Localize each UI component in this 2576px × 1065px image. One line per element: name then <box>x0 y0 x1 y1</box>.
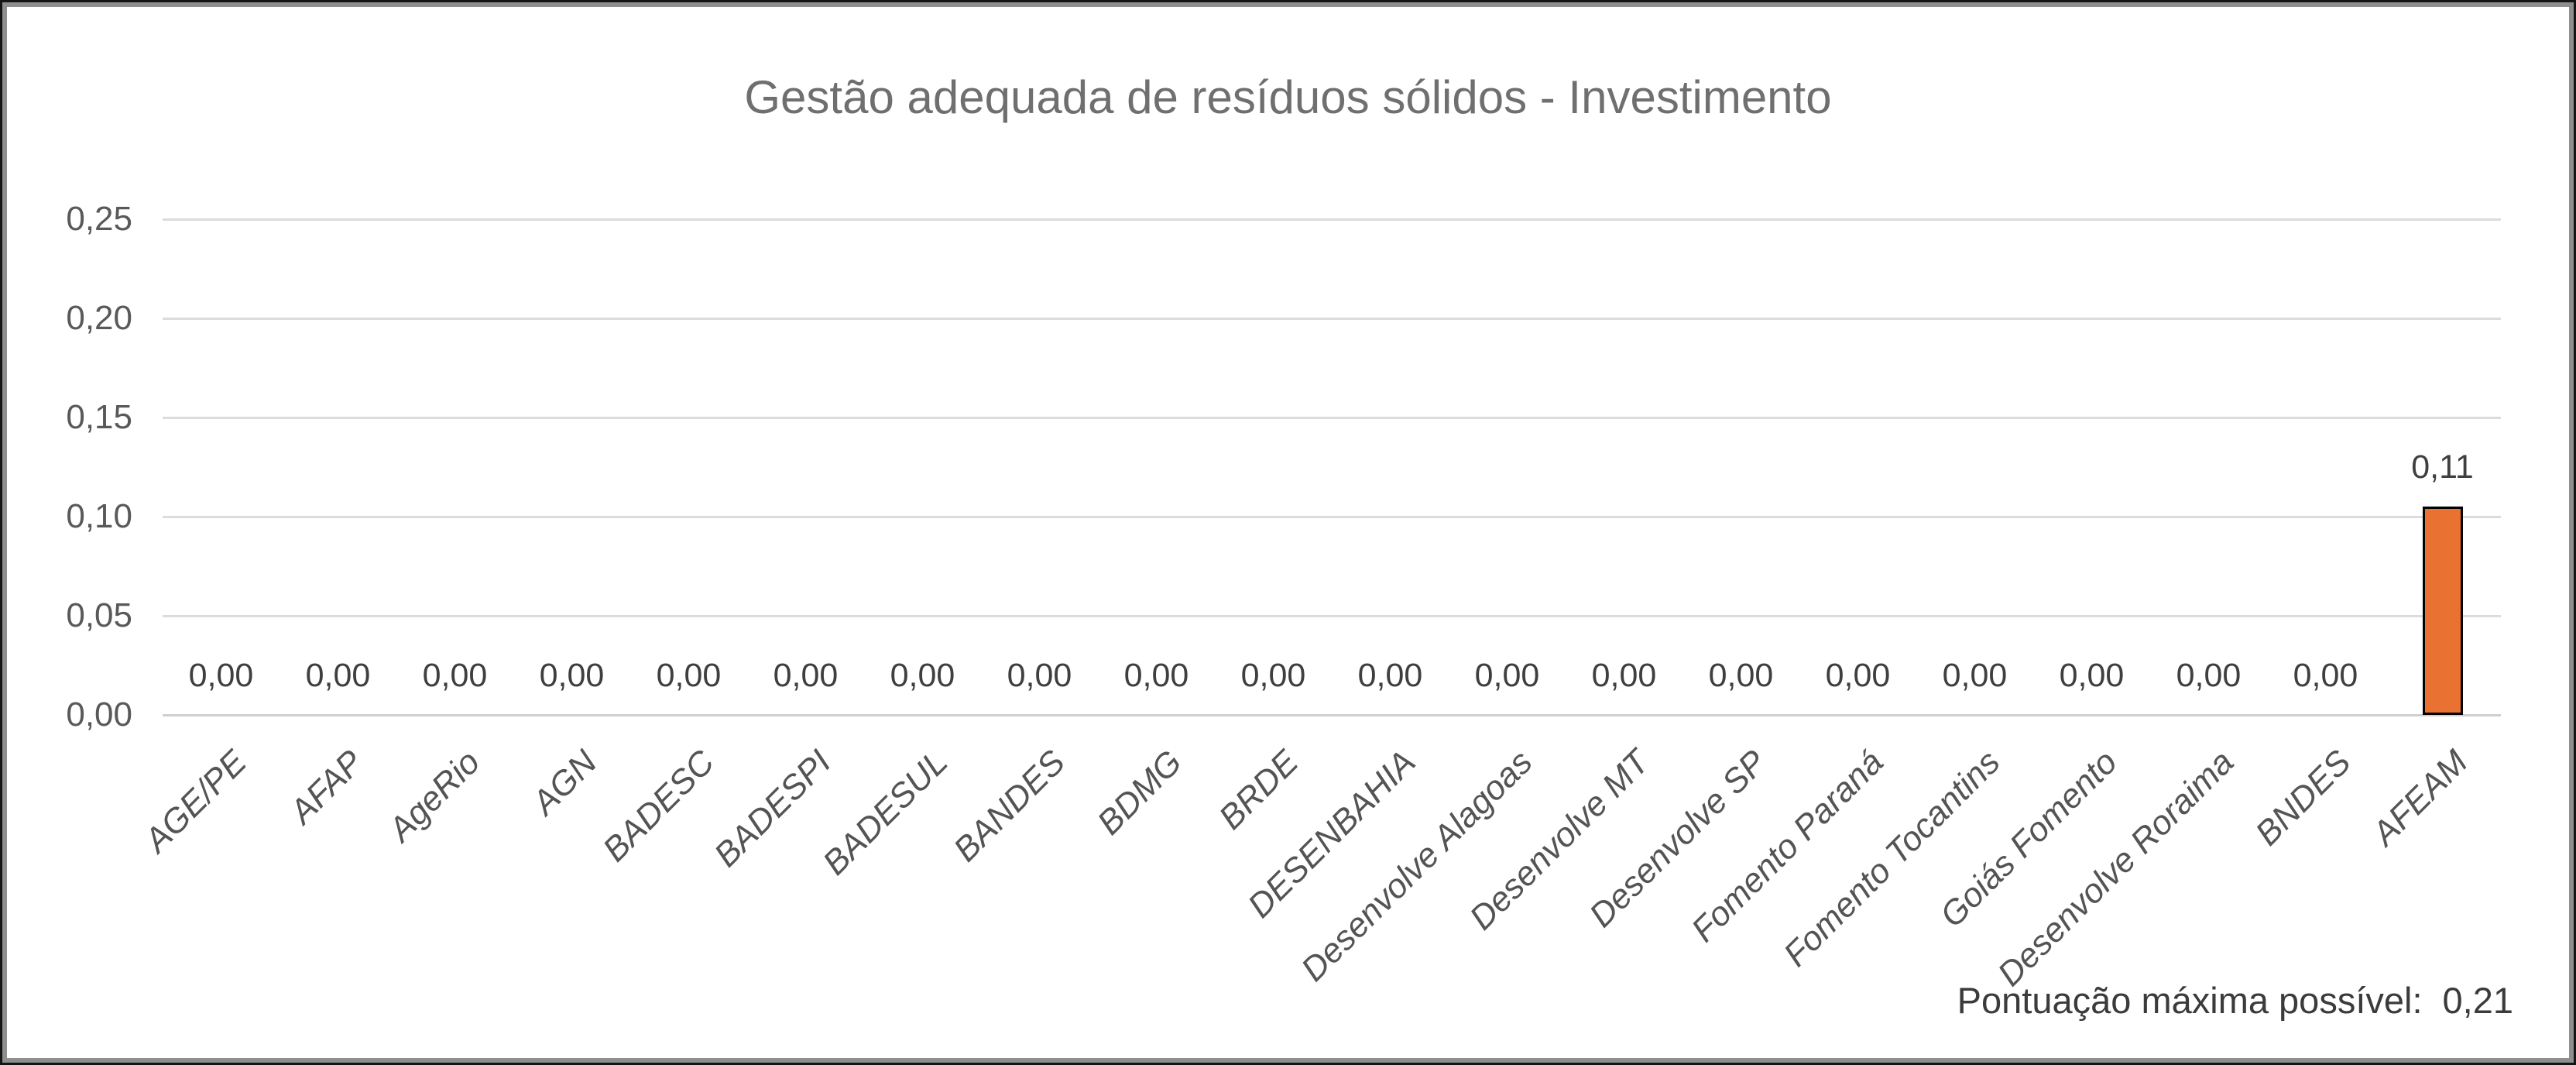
value-label: 0,00 <box>1474 657 1540 694</box>
category-slot: 0,00 <box>1916 219 2033 715</box>
category-slot: 0,00 <box>1098 219 1215 715</box>
value-label: 0,00 <box>773 657 839 694</box>
category-slot: 0,00 <box>1799 219 1916 715</box>
max-score-note: Pontuação máxima possível: 0,21 <box>1957 979 2513 1022</box>
value-label: 0,00 <box>1240 657 1306 694</box>
value-label: 0,00 <box>188 657 254 694</box>
category-axis-label-text: Fomento Tocantins <box>1776 743 2008 974</box>
value-label: 0,11 <box>2411 448 2474 486</box>
y-axis-tick-label: 0,25 <box>66 200 132 238</box>
y-axis-tick-label: 0,20 <box>66 299 132 337</box>
value-label: 0,00 <box>1591 657 1657 694</box>
gridline <box>163 516 2501 518</box>
gridline <box>163 218 2501 221</box>
category-axis-label-text: BDMG <box>1089 743 1189 843</box>
category-slot: 0,00 <box>1332 219 1449 715</box>
value-label: 0,00 <box>1942 657 2008 694</box>
chart-canvas: Gestão adequada de resíduos sólidos - In… <box>7 7 2569 1058</box>
category-slot: 0,00 <box>747 219 864 715</box>
bar-afeam[interactable] <box>2423 507 2463 715</box>
category-axis-label-text: Desenvolve Alagoas <box>1294 743 1540 989</box>
category-slot: 0,00 <box>630 219 747 715</box>
gridline <box>163 615 2501 617</box>
value-label: 0,00 <box>2176 657 2242 694</box>
y-axis-tick-label: 0,10 <box>66 497 132 535</box>
gridline <box>163 318 2501 320</box>
max-score-value: 0,21 <box>2442 980 2513 1021</box>
category-axis-label-text: BADESUL <box>815 743 955 883</box>
value-label: 0,00 <box>2059 657 2125 694</box>
category-axis-label-text: AgeRio <box>381 743 488 849</box>
category-slot: 0,11 <box>2384 219 2501 715</box>
category-slot: 0,00 <box>513 219 630 715</box>
x-axis-line <box>163 714 2501 716</box>
category-axis-label-text: BANDES <box>945 743 1072 869</box>
category-slot: 0,00 <box>2033 219 2150 715</box>
category-slot: 0,00 <box>1566 219 1682 715</box>
category-slot: 0,00 <box>280 219 396 715</box>
value-label: 0,00 <box>1007 657 1072 694</box>
y-axis-tick-label: 0,15 <box>66 398 132 436</box>
max-score-label: Pontuação máxima possível: <box>1957 980 2423 1021</box>
chart-title: Gestão adequada de resíduos sólidos - In… <box>744 71 1832 123</box>
value-label: 0,00 <box>1825 657 1891 694</box>
y-axis-tick-label: 0,00 <box>66 696 132 733</box>
category-axis-label-text: Desenvolve Roraima <box>1991 743 2242 994</box>
value-label: 0,00 <box>1708 657 1774 694</box>
category-slot: 0,00 <box>1215 219 1332 715</box>
value-label: 0,00 <box>656 657 722 694</box>
category-slot: 0,00 <box>2150 219 2267 715</box>
value-label: 0,00 <box>539 657 605 694</box>
category-slot: 0,00 <box>981 219 1098 715</box>
category-axis-label-text: AGE/PE <box>136 743 254 860</box>
category-slot: 0,00 <box>1682 219 1799 715</box>
value-label: 0,00 <box>1123 657 1189 694</box>
value-label: 0,00 <box>422 657 488 694</box>
gridline <box>163 417 2501 419</box>
category-slot: 0,00 <box>163 219 280 715</box>
category-axis-label-text: BNDES <box>2248 743 2358 854</box>
value-label: 0,00 <box>305 657 371 694</box>
category-slot: 0,00 <box>2267 219 2384 715</box>
category-slot: 0,00 <box>396 219 513 715</box>
category-slot: 0,00 <box>864 219 981 715</box>
category-slot: 0,00 <box>1449 219 1566 715</box>
category-axis-label-text: AGN <box>525 743 605 823</box>
category-axis-label-text: AFAP <box>282 743 371 831</box>
category-axis-label-text: AFEAM <box>2365 743 2475 854</box>
value-label: 0,00 <box>890 657 955 694</box>
category-axis-label-text: BADESC <box>595 743 722 869</box>
category-axis-label-text: BRDE <box>1212 743 1306 837</box>
y-axis-tick-label: 0,05 <box>66 596 132 634</box>
value-label: 0,00 <box>1357 657 1423 694</box>
value-label: 0,00 <box>2293 657 2358 694</box>
